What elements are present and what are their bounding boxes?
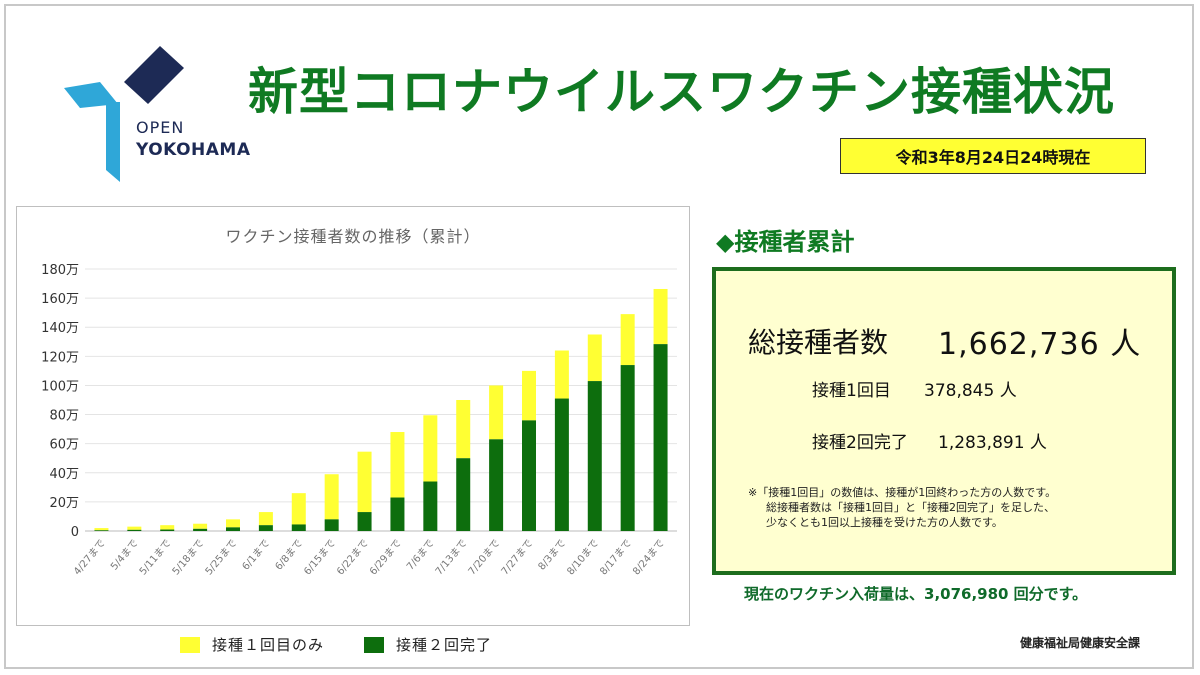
bar-dose2-complete bbox=[357, 512, 372, 531]
x-tick-label: 6/8まで bbox=[273, 537, 305, 572]
bar-dose1-only bbox=[587, 334, 602, 382]
x-tick-label: 7/27まで bbox=[499, 537, 535, 577]
bar-dose2-complete bbox=[94, 530, 109, 531]
bar-dose2-complete bbox=[489, 439, 504, 531]
legend-swatch-dose1 bbox=[180, 636, 200, 653]
bar-dose1-only bbox=[291, 493, 306, 525]
legend-label-dose2: 接種２回完了 bbox=[396, 636, 493, 654]
x-tick-label: 7/20まで bbox=[466, 537, 502, 577]
bar-dose1-only bbox=[94, 528, 109, 531]
chart-legend: 接種１回目のみ 接種２回完了 bbox=[180, 634, 532, 655]
bar-dose1-only bbox=[423, 415, 438, 482]
logo-text-open: OPEN bbox=[136, 118, 185, 137]
y-tick-label: 180万 bbox=[41, 263, 79, 278]
note-line: ※「接種1回目」の数値は、接種が1回終わった方の人数です。 bbox=[748, 486, 1057, 499]
bar-dose1-only bbox=[456, 400, 471, 459]
chart-panel: 0 20万 40万 60万 80万 100万 120万 140万 160万 180万 4/27まで 5… bbox=[16, 206, 690, 626]
bar-dose2-complete bbox=[324, 519, 339, 531]
x-tick-label: 5/11まで bbox=[137, 537, 173, 577]
page-title: 新型コロナウイルスワクチン接種状況 bbox=[248, 63, 1115, 121]
x-tick-label: 8/17まで bbox=[597, 537, 633, 577]
bar-dose2-complete bbox=[193, 528, 208, 531]
bar-dose1-only bbox=[357, 451, 372, 513]
y-tick-label: 20万 bbox=[49, 496, 79, 511]
open-yokohama-logo: OPEN YOKOHAMA bbox=[60, 42, 250, 192]
x-tick-label: 5/18まで bbox=[170, 537, 206, 577]
as-of-date-badge: 令和3年8月24日24時現在 bbox=[840, 138, 1146, 174]
x-tick-label: 6/15まで bbox=[301, 537, 337, 577]
x-tick-label: 6/1まで bbox=[240, 537, 272, 572]
bar-dose1-only bbox=[226, 519, 240, 528]
x-tick-label: 4/27まで bbox=[71, 537, 107, 577]
note-line: 少なくとも1回以上接種を受けた方の人数です。 bbox=[766, 516, 1003, 529]
legend-item-dose1: 接種１回目のみ bbox=[180, 634, 324, 655]
bar-dose2-complete bbox=[522, 420, 536, 531]
bar-dose2-complete bbox=[620, 365, 635, 531]
bar-dose1-only bbox=[522, 370, 536, 421]
bar-dose1-only bbox=[653, 288, 668, 345]
legend-label-dose1: 接種１回目のみ bbox=[212, 636, 325, 654]
summary-box: 総接種者数 1,662,736 人 接種1回目 378,845 人 接種2回完了… bbox=[712, 267, 1176, 575]
y-tick-label: 120万 bbox=[41, 350, 79, 365]
note-line: 総接種者数は「接種1回目」と「接種2回完了」を足した、 bbox=[766, 501, 1055, 514]
x-tick-label: 5/25まで bbox=[203, 537, 239, 577]
bar-dose2-complete bbox=[423, 481, 438, 531]
x-tick-label: 6/29まで bbox=[367, 537, 403, 577]
bar-dose2-complete bbox=[291, 524, 306, 531]
y-tick-label: 40万 bbox=[49, 467, 79, 482]
summary-notes: ※「接種1回目」の数値は、接種が1回終わった方の人数です。 総接種者数は「接種1… bbox=[748, 485, 1056, 530]
legend-item-dose2: 接種２回完了 bbox=[364, 634, 492, 655]
bar-dose1-only bbox=[390, 432, 405, 498]
x-tick-label: 8/3まで bbox=[536, 537, 568, 572]
x-tick-label: 6/22まで bbox=[334, 537, 370, 577]
dose2-value: 1,283,891 人 bbox=[938, 433, 1047, 453]
bar-dose1-only bbox=[620, 314, 635, 366]
x-tick-label: 8/10まで bbox=[565, 537, 601, 577]
bar-dose2-complete bbox=[160, 529, 175, 531]
y-tick-label: 160万 bbox=[41, 292, 79, 307]
bar-dose2-complete bbox=[456, 458, 471, 531]
x-tick-label: 7/13まで bbox=[433, 537, 469, 577]
x-tick-label: 8/24まで bbox=[630, 537, 666, 577]
legend-swatch-dose2 bbox=[364, 636, 385, 653]
total-label: 総接種者数 bbox=[748, 326, 889, 359]
bar-dose1-only bbox=[160, 525, 175, 530]
y-tick-label: 80万 bbox=[49, 409, 79, 424]
bar-dose1-only bbox=[489, 385, 504, 440]
bar-dose2-complete bbox=[258, 525, 273, 531]
total-value: 1,662,736 人 bbox=[938, 327, 1142, 362]
bar-dose1-only bbox=[324, 474, 339, 520]
logo-mark-icon bbox=[64, 46, 184, 182]
x-tick-label: 7/6まで bbox=[404, 537, 436, 572]
y-tick-label: 140万 bbox=[41, 321, 79, 336]
summary-heading: ◆接種者累計 bbox=[716, 228, 855, 256]
dose1-label: 接種1回目 bbox=[812, 381, 891, 401]
department-credit: 健康福祉局健康安全課 bbox=[1020, 636, 1141, 650]
bar-dose2-complete bbox=[226, 527, 240, 531]
bar-dose2-complete bbox=[127, 529, 142, 531]
y-tick-label: 0 bbox=[71, 525, 79, 540]
bar-dose1-only bbox=[193, 523, 208, 529]
vaccine-supply-text: 現在のワクチン入荷量は、3,076,980 回分です。 bbox=[744, 585, 1088, 603]
dose2-label: 接種2回完了 bbox=[812, 433, 908, 453]
bar-dose2-complete bbox=[653, 344, 668, 531]
bar-dose1-only bbox=[127, 526, 142, 530]
bar-dose2-complete bbox=[554, 398, 569, 531]
y-tick-label: 100万 bbox=[41, 379, 79, 394]
y-tick-label: 60万 bbox=[49, 438, 79, 453]
chart-title: ワクチン接種者数の推移（累計） bbox=[225, 227, 481, 246]
logo-text-yokohama: YOKOHAMA bbox=[136, 140, 251, 160]
x-tick-label: 5/4まで bbox=[108, 537, 140, 572]
bar-dose1-only bbox=[554, 350, 569, 399]
bar-dose2-complete bbox=[587, 381, 602, 531]
dose1-value: 378,845 人 bbox=[924, 381, 1017, 401]
bar-dose1-only bbox=[258, 512, 273, 526]
bar-dose2-complete bbox=[390, 497, 405, 531]
